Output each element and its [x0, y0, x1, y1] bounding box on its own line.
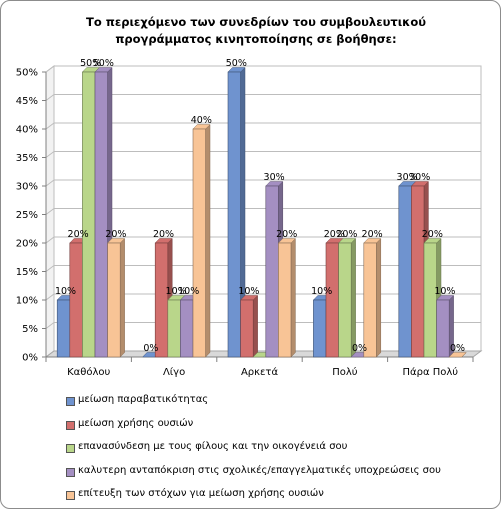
- y-tick-label: 15%: [16, 267, 38, 278]
- bar: [167, 299, 181, 358]
- data-label: 20%: [68, 229, 89, 240]
- bar: [265, 185, 279, 358]
- bar: [227, 71, 241, 358]
- data-label: 10%: [311, 286, 332, 297]
- legend-swatch: [66, 444, 75, 453]
- x-category-label: Καθόλου: [67, 366, 110, 378]
- bar-side: [205, 123, 211, 358]
- bar: [411, 185, 425, 358]
- data-label: 30%: [397, 172, 418, 183]
- y-tick-label: 20%: [16, 239, 38, 250]
- gridline-side: [45, 236, 55, 244]
- y-tick-label: 40%: [16, 125, 38, 136]
- bar: [363, 242, 377, 358]
- y-tick-label: 0%: [22, 353, 38, 364]
- bar: [82, 71, 96, 358]
- data-label: 10%: [166, 286, 187, 297]
- data-label: 20%: [362, 229, 383, 240]
- y-tick-label: 10%: [16, 296, 38, 307]
- bar: [325, 242, 339, 358]
- bar: [313, 299, 327, 358]
- bar-side: [290, 237, 296, 358]
- data-label: 10%: [178, 286, 199, 297]
- bar-side: [376, 237, 382, 358]
- bar: [240, 299, 254, 358]
- bar-side: [252, 294, 258, 358]
- gridline-side: [45, 208, 55, 215]
- bar: [423, 242, 437, 358]
- bar-chart: 0% 5% 10% 15% 20% 25% 30% 35% 40% 45% 50% Καθόλου Λί…: [16, 58, 483, 378]
- data-label: 50%: [226, 58, 247, 69]
- data-label: 0%: [143, 343, 158, 354]
- legend-label: μείωση παραβατικότητας: [78, 394, 209, 405]
- data-label: 20%: [336, 229, 357, 240]
- legend-swatch: [66, 491, 75, 500]
- gridline-side: [45, 265, 55, 272]
- data-label: 10%: [238, 286, 259, 297]
- y-tick-label: 25%: [16, 210, 38, 221]
- gridline-side: [45, 179, 55, 187]
- x-category-label: Πάρα Πολύ: [403, 366, 459, 378]
- gridline-side: [45, 151, 55, 158]
- bar: [180, 299, 194, 358]
- gridline-side: [45, 122, 55, 130]
- bar: [107, 242, 121, 358]
- data-label: 30%: [409, 172, 430, 183]
- data-label: 0%: [352, 343, 367, 354]
- y-tick-label: 30%: [16, 182, 38, 193]
- bar: [436, 299, 450, 358]
- legend-label: επίτευξη των στόχων για μείωση χρήσης ου…: [78, 488, 324, 499]
- data-label: 0%: [450, 343, 465, 354]
- gridline-side: [45, 94, 55, 101]
- chart-legend: μείωση παραβατικότητας μείωση χρήσης ουσι…: [66, 393, 486, 508]
- legend-label: επανασύνδεση με τους φίλους και την οικο…: [78, 441, 348, 452]
- y-tick-label: 35%: [16, 153, 38, 164]
- legend-item: καλυτερη ανταπόκριση στις σχολικές/επαγγ…: [66, 464, 486, 488]
- x-category-label: Πολύ: [332, 366, 358, 378]
- bar: [338, 242, 352, 358]
- legend-item: επίτευξη των στόχων για μείωση χρήσης ου…: [66, 487, 486, 508]
- y-tick-label: 5%: [22, 324, 38, 335]
- bar: [94, 71, 108, 358]
- data-label: 40%: [191, 115, 212, 126]
- legend-item: μείωση χρήσης ουσιών: [66, 417, 486, 441]
- bar: [154, 242, 169, 358]
- legend-swatch: [66, 397, 75, 406]
- data-label: 10%: [434, 286, 455, 297]
- data-label: 20%: [324, 229, 345, 240]
- data-label: 20%: [422, 229, 443, 240]
- gridline-side: [45, 322, 55, 329]
- data-label: 50%: [93, 58, 114, 69]
- legend-swatch: [66, 420, 75, 430]
- bar: [398, 185, 412, 358]
- data-label: 50%: [80, 58, 101, 69]
- bar-side: [119, 237, 125, 358]
- data-label: 20%: [276, 229, 297, 240]
- x-category-label: Λίγο: [163, 366, 185, 378]
- x-category-label: Αρκετά: [241, 366, 279, 378]
- y-tick-label: 45%: [16, 96, 38, 107]
- bar: [56, 299, 71, 358]
- legend-label: καλυτερη ανταπόκριση στις σχολικές/επαγγ…: [78, 464, 441, 476]
- legend-swatch: [66, 467, 75, 477]
- bar: [69, 242, 83, 358]
- bar-side: [350, 237, 356, 358]
- legend-item: μείωση παραβατικότητας: [66, 393, 486, 417]
- data-label: 10%: [55, 286, 76, 297]
- data-label: 30%: [264, 172, 285, 183]
- data-label: 20%: [153, 229, 174, 240]
- legend-item: επανασύνδεση με τους φίλους και την οικο…: [66, 440, 486, 464]
- bar-top: [448, 352, 467, 358]
- bar: [192, 128, 206, 358]
- gridline-side: [45, 65, 55, 73]
- data-label: 20%: [105, 229, 126, 240]
- legend-label: μείωση χρήσης ουσιών: [78, 417, 194, 429]
- gridline-side: [45, 293, 55, 301]
- y-tick-label: 50%: [16, 68, 38, 79]
- bar: [278, 242, 292, 358]
- chart-title: Το περιεχόμενο των συνεδρίων του συμβουλ…: [85, 15, 427, 46]
